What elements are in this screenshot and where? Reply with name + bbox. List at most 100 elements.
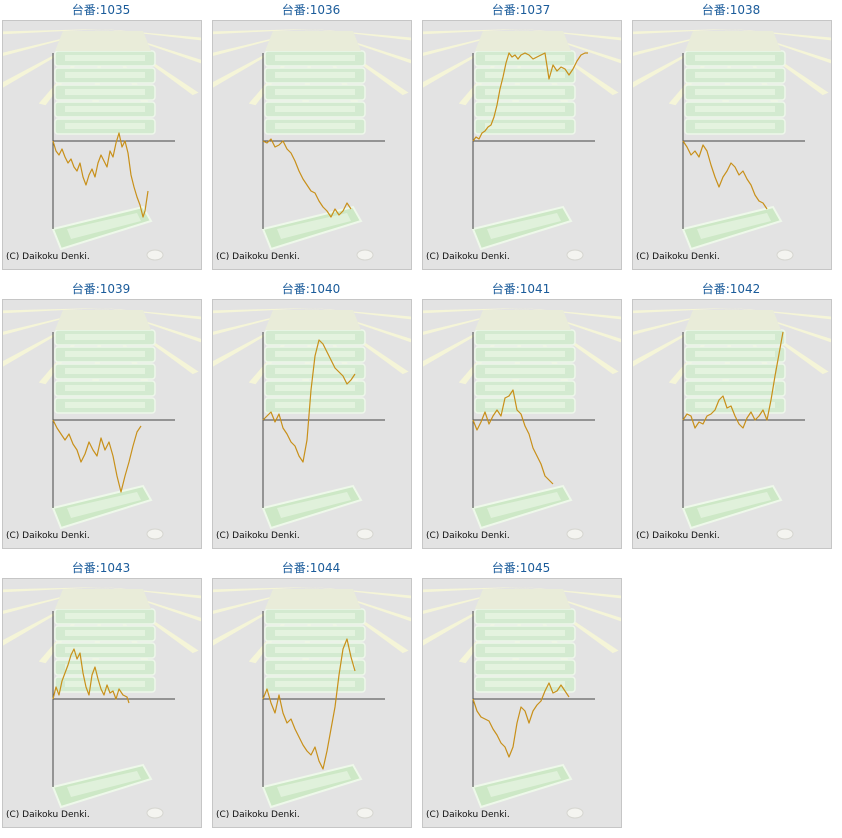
coin-illustration bbox=[566, 807, 584, 819]
chart-card: 台番:1042 (C) Daikoku Denki. bbox=[630, 280, 832, 559]
chart-svg bbox=[3, 308, 201, 540]
copyright-text: (C) Daikoku Denki. bbox=[6, 810, 90, 820]
coin-illustration bbox=[356, 807, 374, 819]
chart-title[interactable]: 台番:1039 bbox=[71, 282, 131, 296]
series-line bbox=[472, 389, 554, 485]
tray-stack-illustration bbox=[474, 589, 576, 693]
chart-panel: (C) Daikoku Denki. bbox=[2, 20, 202, 270]
copyright-text: (C) Daikoku Denki. bbox=[426, 810, 510, 820]
chart-card: 台番:1039 (C) Daikoku Denki. bbox=[0, 280, 202, 559]
chart-panel: (C) Daikoku Denki. bbox=[632, 299, 832, 549]
copyright-text: (C) Daikoku Denki. bbox=[216, 252, 300, 262]
tray-stack-illustration bbox=[684, 31, 786, 135]
chart-svg bbox=[3, 29, 201, 261]
tray-stack-illustration bbox=[54, 31, 156, 135]
series-line bbox=[262, 638, 356, 770]
copyright-text: (C) Daikoku Denki. bbox=[426, 252, 510, 262]
chart-svg bbox=[423, 587, 621, 819]
tray-illustration bbox=[681, 484, 783, 530]
coin-illustration bbox=[566, 249, 584, 261]
chart-card: 台番:1045 (C) Daikoku Denki. bbox=[420, 559, 622, 838]
tray-illustration bbox=[681, 205, 783, 251]
copyright-text: (C) Daikoku Denki. bbox=[426, 531, 510, 541]
chart-svg bbox=[633, 308, 831, 540]
chart-card: 台番:1037 (C) Daikoku Denki. bbox=[420, 1, 622, 280]
series-line bbox=[52, 132, 149, 218]
series-line bbox=[52, 419, 142, 493]
coin-illustration bbox=[146, 807, 164, 819]
tray-illustration bbox=[261, 484, 363, 530]
chart-svg bbox=[213, 29, 411, 261]
chart-title[interactable]: 台番:1045 bbox=[491, 561, 551, 575]
copyright-text: (C) Daikoku Denki. bbox=[216, 810, 300, 820]
chart-card: 台番:1044 (C) Daikoku Denki. bbox=[210, 559, 412, 838]
copyright-text: (C) Daikoku Denki. bbox=[636, 252, 720, 262]
tray-stack-illustration bbox=[684, 310, 786, 414]
chart-panel: (C) Daikoku Denki. bbox=[422, 20, 622, 270]
tray-illustration bbox=[51, 205, 153, 251]
tray-stack-illustration bbox=[54, 589, 156, 693]
tray-illustration bbox=[471, 205, 573, 251]
tray-stack-illustration bbox=[54, 310, 156, 414]
chart-svg bbox=[213, 308, 411, 540]
chart-svg bbox=[213, 587, 411, 819]
series-line bbox=[682, 331, 784, 429]
coin-illustration bbox=[776, 249, 794, 261]
chart-panel: (C) Daikoku Denki. bbox=[212, 20, 412, 270]
copyright-text: (C) Daikoku Denki. bbox=[6, 531, 90, 541]
chart-title[interactable]: 台番:1036 bbox=[281, 3, 341, 17]
tray-illustration bbox=[51, 763, 153, 809]
chart-card: 台番:1043 (C) Daikoku Denki. bbox=[0, 559, 202, 838]
chart-card: 台番:1035 (C) Daikoku Denki. bbox=[0, 1, 202, 280]
tray-stack-illustration bbox=[264, 589, 366, 693]
chart-panel: (C) Daikoku Denki. bbox=[212, 578, 412, 828]
chart-svg bbox=[423, 308, 621, 540]
tray-stack-illustration bbox=[264, 31, 366, 135]
chart-title[interactable]: 台番:1041 bbox=[491, 282, 551, 296]
series-line bbox=[682, 140, 768, 210]
chart-title[interactable]: 台番:1040 bbox=[281, 282, 341, 296]
chart-title[interactable]: 台番:1042 bbox=[701, 282, 761, 296]
chart-panel: (C) Daikoku Denki. bbox=[422, 578, 622, 828]
coin-illustration bbox=[356, 528, 374, 540]
tray-stack-illustration bbox=[264, 310, 366, 414]
copyright-text: (C) Daikoku Denki. bbox=[636, 531, 720, 541]
chart-card: 台番:1036 (C) Daikoku Denki. bbox=[210, 1, 412, 280]
tray-illustration bbox=[51, 484, 153, 530]
coin-illustration bbox=[146, 528, 164, 540]
chart-panel: (C) Daikoku Denki. bbox=[2, 578, 202, 828]
coin-illustration bbox=[566, 528, 584, 540]
tray-stack-illustration bbox=[474, 31, 576, 135]
chart-title[interactable]: 台番:1038 bbox=[701, 3, 761, 17]
series-line bbox=[472, 682, 570, 758]
chart-title[interactable]: 台番:1043 bbox=[71, 561, 131, 575]
tray-illustration bbox=[261, 763, 363, 809]
coin-illustration bbox=[356, 249, 374, 261]
coin-illustration bbox=[776, 528, 794, 540]
chart-panel: (C) Daikoku Denki. bbox=[212, 299, 412, 549]
series-line bbox=[472, 52, 588, 142]
chart-svg bbox=[423, 29, 621, 261]
tray-illustration bbox=[471, 763, 573, 809]
chart-card: 台番:1038 (C) Daikoku Denki. bbox=[630, 1, 832, 280]
chart-svg bbox=[3, 587, 201, 819]
chart-panel: (C) Daikoku Denki. bbox=[422, 299, 622, 549]
tray-illustration bbox=[261, 205, 363, 251]
chart-title[interactable]: 台番:1037 bbox=[491, 3, 551, 17]
chart-panel: (C) Daikoku Denki. bbox=[632, 20, 832, 270]
chart-title[interactable]: 台番:1044 bbox=[281, 561, 341, 575]
series-line bbox=[52, 648, 130, 704]
chart-card: 台番:1041 (C) Daikoku Denki. bbox=[420, 280, 622, 559]
coin-illustration bbox=[146, 249, 164, 261]
series-line bbox=[262, 339, 356, 463]
series-line bbox=[262, 138, 352, 218]
chart-panel: (C) Daikoku Denki. bbox=[2, 299, 202, 549]
tray-stack-illustration bbox=[474, 310, 576, 414]
copyright-text: (C) Daikoku Denki. bbox=[216, 531, 300, 541]
chart-card: 台番:1040 (C) Daikoku Denki. bbox=[210, 280, 412, 559]
copyright-text: (C) Daikoku Denki. bbox=[6, 252, 90, 262]
tray-illustration bbox=[471, 484, 573, 530]
chart-title[interactable]: 台番:1035 bbox=[71, 3, 131, 17]
chart-svg bbox=[633, 29, 831, 261]
